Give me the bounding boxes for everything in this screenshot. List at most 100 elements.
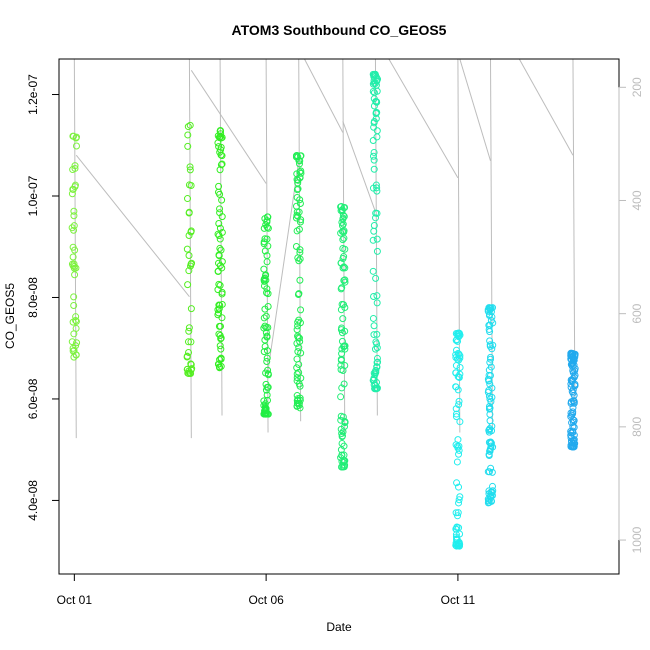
data-point-5-41 (339, 315, 347, 323)
data-point-7-22 (454, 349, 462, 357)
data-point-3-57 (263, 289, 271, 297)
data-point-4-27 (293, 370, 301, 378)
data-point-5-23 (338, 218, 346, 226)
data-point-5-18 (340, 234, 348, 242)
x-tick-label-2: Oct 11 (441, 593, 476, 607)
data-point-2-59 (216, 205, 224, 213)
data-point-4-1 (295, 160, 303, 168)
data-point-2-19 (217, 345, 225, 353)
data-point-1-18 (184, 338, 192, 346)
data-point-3-1 (260, 314, 268, 322)
data-point-3-67 (260, 224, 268, 232)
data-point-1-28 (185, 327, 193, 335)
data-point-1-38 (186, 121, 194, 129)
data-point-1-6 (184, 123, 192, 131)
data-point-4-79 (293, 170, 301, 178)
data-point-6-37 (370, 292, 378, 300)
data-point-6-70 (369, 236, 377, 244)
data-point-3-56 (263, 396, 271, 404)
data-point-4-46 (296, 248, 304, 256)
data-point-8-57 (487, 464, 495, 472)
data-point-8-31 (488, 468, 496, 476)
data-point-1-16 (185, 324, 193, 332)
chart-title: ATOM3 Southbound CO_GEOS5 (232, 22, 447, 38)
data-point-4-47 (296, 157, 304, 165)
right-tick-label-4: 1000 (630, 526, 644, 553)
data-point-8-89 (487, 492, 495, 500)
data-point-4-73 (292, 242, 300, 250)
altitude-track-16 (518, 58, 574, 156)
data-point-6-13 (369, 137, 377, 145)
altitude-track-15 (490, 58, 493, 427)
data-point-0-9 (70, 222, 78, 230)
data-point-5-71 (339, 458, 347, 466)
data-point-8-79 (486, 358, 494, 366)
data-point-4-62 (293, 194, 301, 202)
data-point-0-7 (69, 243, 77, 251)
data-point-1-22 (184, 281, 192, 289)
data-point-5-9 (341, 278, 349, 286)
data-point-1-29 (187, 366, 195, 374)
data-point-4-7 (293, 374, 301, 382)
data-point-2-72 (215, 252, 223, 260)
data-point-7-60 (455, 401, 463, 409)
data-point-2-64 (214, 267, 222, 275)
data-point-6-68 (370, 227, 378, 235)
data-point-5-78 (337, 361, 345, 369)
data-point-1-15 (183, 245, 191, 253)
data-point-6-46 (370, 322, 378, 330)
data-point-2-33 (215, 280, 223, 288)
data-point-4-61 (293, 211, 301, 219)
data-point-2-73 (216, 331, 224, 339)
data-point-3-53 (263, 217, 271, 225)
data-point-2-56 (216, 356, 224, 364)
data-point-5-48 (337, 285, 345, 293)
data-point-2-62 (218, 160, 226, 168)
data-point-6-86 (373, 133, 381, 141)
data-point-1-19 (184, 142, 192, 150)
data-point-7-62 (452, 369, 460, 377)
right-tick-label-3: 800 (630, 417, 644, 437)
data-point-7-71 (455, 333, 463, 341)
data-point-6-28 (373, 299, 381, 307)
data-point-9-81 (569, 410, 577, 418)
data-point-9-74 (567, 441, 575, 449)
data-point-5-84 (339, 211, 347, 219)
data-point-7-52 (456, 530, 464, 538)
right-axis: 200 400 600 800 1000 (618, 77, 644, 553)
data-point-4-67 (297, 306, 305, 314)
data-point-6-89 (371, 70, 379, 78)
data-point-3-79 (263, 252, 271, 260)
data-point-2-53 (217, 127, 225, 135)
data-point-9-88 (571, 382, 579, 390)
data-point-1-26 (187, 305, 195, 313)
data-point-0-16 (73, 339, 81, 347)
data-point-3-58 (263, 358, 271, 366)
data-point-2-68 (218, 300, 226, 308)
data-point-2-70 (214, 230, 222, 238)
data-point-7-57 (453, 479, 461, 487)
data-point-9-64 (567, 434, 575, 442)
data-point-6-69 (370, 79, 378, 87)
y-tick-label-2: 8.0e-08 (26, 277, 40, 318)
data-point-8-87 (488, 393, 496, 401)
data-point-6-49 (372, 98, 380, 106)
data-point-9-73 (567, 383, 575, 391)
data-point-5-72 (339, 220, 347, 228)
data-point-6-82 (373, 359, 381, 367)
data-point-8-55 (486, 410, 494, 418)
data-point-3-76 (262, 380, 270, 388)
data-point-2-66 (215, 330, 223, 338)
data-point-0-23 (69, 253, 77, 261)
data-point-2-55 (216, 224, 224, 232)
data-point-7-79 (452, 353, 460, 361)
data-point-2-37 (215, 232, 223, 240)
data-point-7-38 (456, 418, 464, 426)
right-tick-label-0: 200 (630, 77, 644, 97)
data-point-0-36 (72, 316, 80, 324)
data-point-2-4 (218, 196, 226, 204)
data-point-1-21 (184, 195, 192, 203)
data-point-9-77 (571, 367, 579, 375)
data-point-7-42 (455, 373, 463, 381)
data-point-1-27 (186, 163, 194, 171)
